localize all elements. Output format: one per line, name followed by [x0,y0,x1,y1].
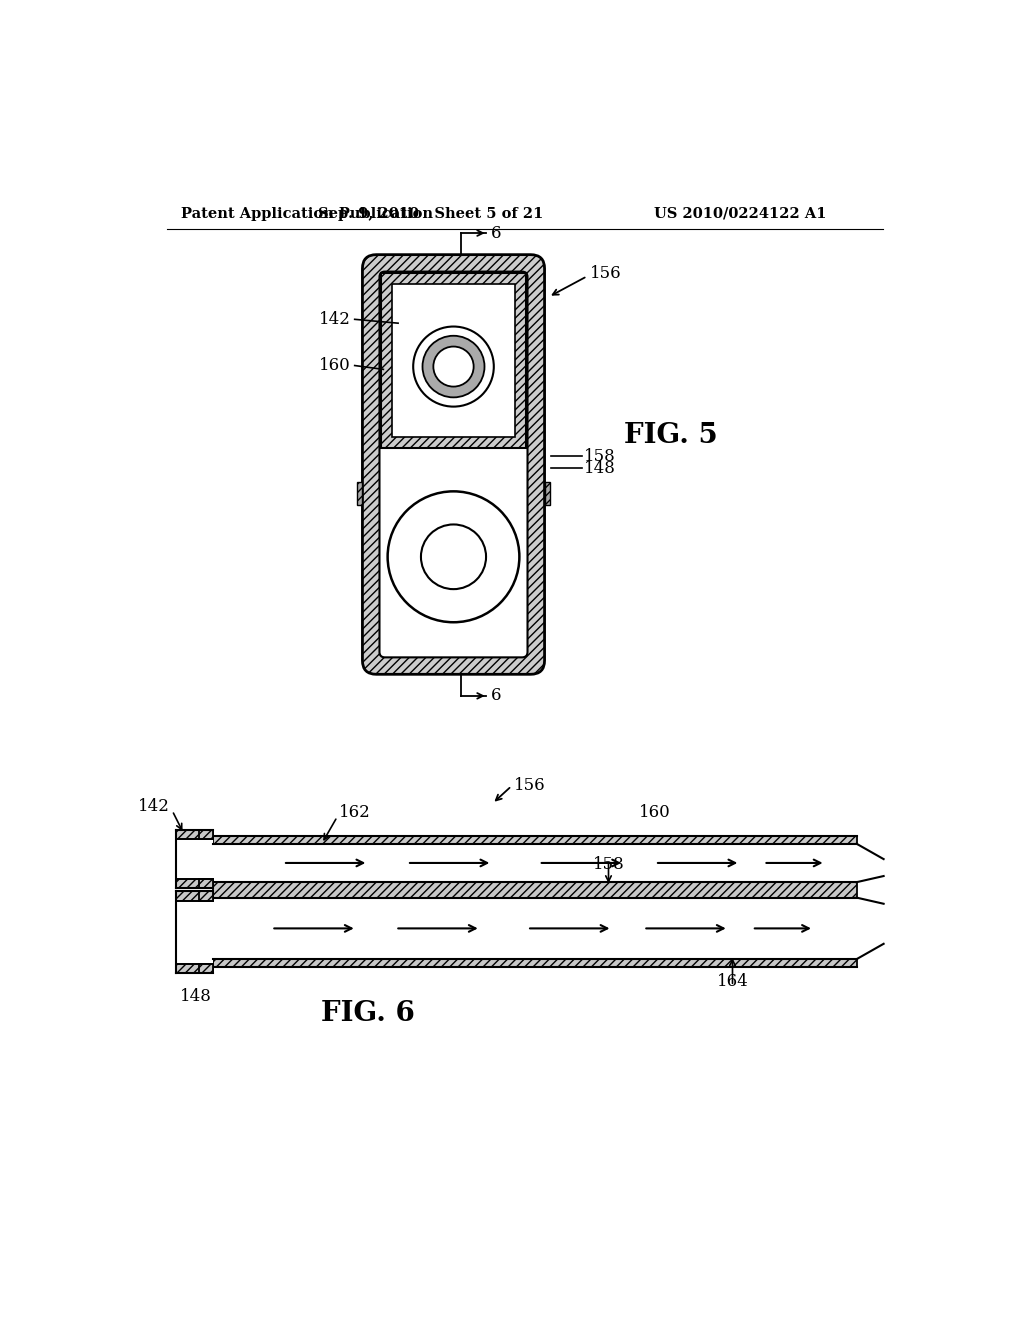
Text: FIG. 6: FIG. 6 [322,999,415,1027]
Bar [213,898,856,960]
Text: 6: 6 [490,688,501,705]
Text: 158: 158 [593,857,625,873]
Text: 160: 160 [639,804,671,821]
Text: Sep. 9, 2010   Sheet 5 of 21: Sep. 9, 2010 Sheet 5 of 21 [317,207,543,220]
Bar [176,900,213,964]
Text: 142: 142 [138,799,170,816]
Text: 148: 148 [584,459,616,477]
Bar [200,879,213,888]
Text: 6: 6 [490,224,501,242]
Bar [213,843,856,882]
Text: 156: 156 [514,777,546,795]
Text: 160: 160 [319,356,351,374]
Text: 162: 162 [339,804,371,821]
Text: 142: 142 [318,310,351,327]
FancyBboxPatch shape [380,272,527,657]
Circle shape [421,524,486,589]
Bar [200,964,213,973]
Text: 156: 156 [590,265,622,282]
Bar [176,891,213,900]
Bar [213,836,856,843]
Text: 164: 164 [717,973,749,990]
Bar [176,879,213,888]
Bar [176,840,213,879]
Bar [200,891,213,900]
Circle shape [423,335,484,397]
Bar [213,960,856,966]
Circle shape [433,347,474,387]
Text: FIG. 5: FIG. 5 [624,421,718,449]
Bar [545,482,550,506]
Bar [200,830,213,840]
Text: Patent Application Publication: Patent Application Publication [180,207,433,220]
Text: 148: 148 [180,987,212,1005]
Text: US 2010/0224122 A1: US 2010/0224122 A1 [654,207,826,220]
Bar [176,964,213,973]
Bar [392,284,515,437]
Bar [176,830,213,840]
FancyBboxPatch shape [362,255,545,675]
Bar [381,273,526,447]
Bar [213,882,856,898]
Text: 158: 158 [584,447,615,465]
Bar [357,482,362,506]
